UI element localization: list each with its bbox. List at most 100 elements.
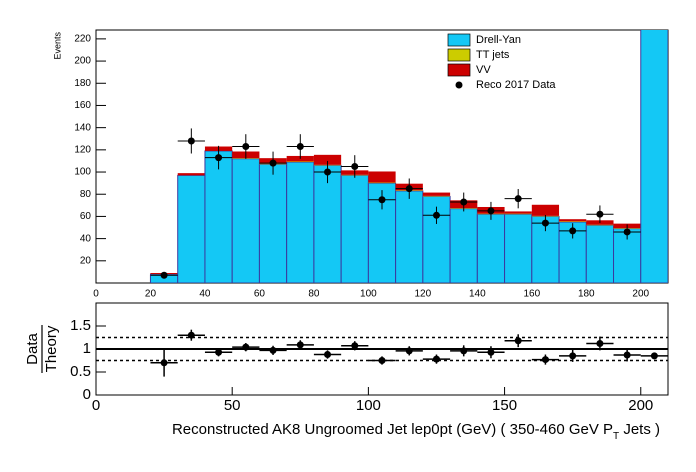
x-tick-label: 140 (469, 289, 486, 300)
x-tick-label: 100 (360, 289, 377, 300)
x-tick-label: 60 (254, 289, 266, 300)
x-axis-title-part: Jets ) (619, 421, 660, 438)
y-tick-label: 80 (80, 189, 92, 200)
histogram-bar (422, 192, 451, 196)
data-point (514, 195, 522, 203)
data-point (269, 346, 277, 354)
histogram-bar (258, 163, 288, 283)
legend-marker (455, 81, 463, 89)
histogram-bar (231, 158, 260, 283)
histogram-bar (368, 171, 396, 183)
data-point (160, 359, 168, 367)
data-point (596, 339, 604, 347)
histogram-bar (286, 161, 315, 283)
x-tick-label: 100 (356, 397, 381, 414)
y-tick-label: 220 (74, 34, 91, 45)
data-point (296, 341, 304, 349)
x-tick-label: 150 (492, 397, 517, 414)
y-tick-label: 1.5 (70, 317, 91, 334)
y-tick-label: 120 (74, 144, 91, 155)
data-point (324, 351, 332, 359)
data-point (651, 0, 658, 4)
x-tick-label: 40 (199, 289, 211, 300)
data-point (351, 162, 359, 170)
data-point (541, 219, 549, 227)
x-tick-label: 80 (308, 289, 320, 300)
x-tick-label: 0 (92, 397, 100, 414)
histogram-bar (476, 213, 506, 283)
y-tick-label: 200 (74, 56, 91, 67)
histogram-bar (204, 150, 233, 283)
data-point (378, 357, 386, 364)
data-point (487, 207, 495, 215)
data-point (187, 137, 195, 145)
histogram-bar (368, 182, 396, 184)
x-axis-title-part: Reconstructed AK8 Ungroomed Jet lep0pt (… (172, 421, 613, 438)
y-tick-label: 140 (74, 122, 91, 133)
x-tick-label: 20 (145, 289, 157, 300)
x-tick-label: 120 (415, 289, 432, 300)
histogram-bar (286, 161, 314, 163)
histogram-bar (177, 173, 205, 176)
data-point (460, 347, 468, 355)
histogram-bar (340, 174, 369, 283)
legend-swatch (447, 33, 471, 47)
histogram-bar (585, 224, 615, 283)
histogram-bar (504, 211, 532, 214)
plot-area (149, 0, 668, 283)
legend-label: Reco 2017 Data (476, 79, 556, 91)
y-tick-label: 0.5 (70, 363, 91, 380)
histogram-bar (395, 190, 424, 283)
histogram-bar (504, 213, 532, 215)
legend-label: Drell-Yan (476, 34, 521, 46)
legend-label: VV (476, 64, 491, 76)
histogram-bar (449, 208, 478, 283)
data-point (187, 331, 195, 339)
data-point (215, 348, 223, 356)
y-tick-label: 60 (80, 211, 92, 222)
histogram-bar (504, 213, 533, 283)
y-tick-label: 1 (83, 340, 91, 357)
data-point (569, 227, 577, 235)
x-axis-title: Reconstructed AK8 Ungroomed Jet lep0pt (… (172, 421, 660, 442)
histogram-bar (640, 30, 668, 283)
data-point (296, 143, 304, 151)
histogram-bar (559, 219, 587, 222)
y-axis-title-denominator: Theory (43, 325, 60, 372)
x-tick-label: 160 (523, 289, 540, 300)
histogram-bar (422, 195, 451, 197)
data-point (460, 198, 468, 206)
histogram-bar (531, 204, 560, 216)
histogram-bar (586, 224, 614, 226)
y-axis-title-numerator: Data (24, 333, 41, 365)
histogram-bar (177, 174, 206, 283)
x-tick-label: 200 (628, 397, 653, 414)
x-tick-label: 180 (578, 289, 595, 300)
histogram-bar (313, 154, 342, 165)
data-point (650, 352, 658, 360)
data-point (432, 211, 440, 219)
data-point (269, 159, 277, 167)
x-tick-label: 0 (93, 289, 99, 300)
y-tick-label: 20 (80, 255, 92, 266)
y-tick-label: 0 (83, 386, 91, 403)
data-point (242, 343, 250, 351)
plot-area (96, 329, 668, 377)
x-tick-label: 200 (632, 289, 649, 300)
data-point (623, 351, 631, 359)
data-point (596, 210, 604, 218)
data-point (623, 228, 631, 236)
legend-label: TT jets (476, 49, 510, 61)
histogram-bar (313, 164, 342, 283)
y-tick-label: 40 (80, 233, 92, 244)
data-point (351, 342, 359, 350)
data-point (324, 168, 332, 176)
y-tick-label: 180 (74, 78, 91, 89)
x-tick-label: 50 (224, 397, 241, 414)
data-point (541, 356, 549, 364)
legend-swatch (447, 63, 471, 77)
data-point (487, 348, 495, 356)
histogram-bar (559, 221, 587, 222)
